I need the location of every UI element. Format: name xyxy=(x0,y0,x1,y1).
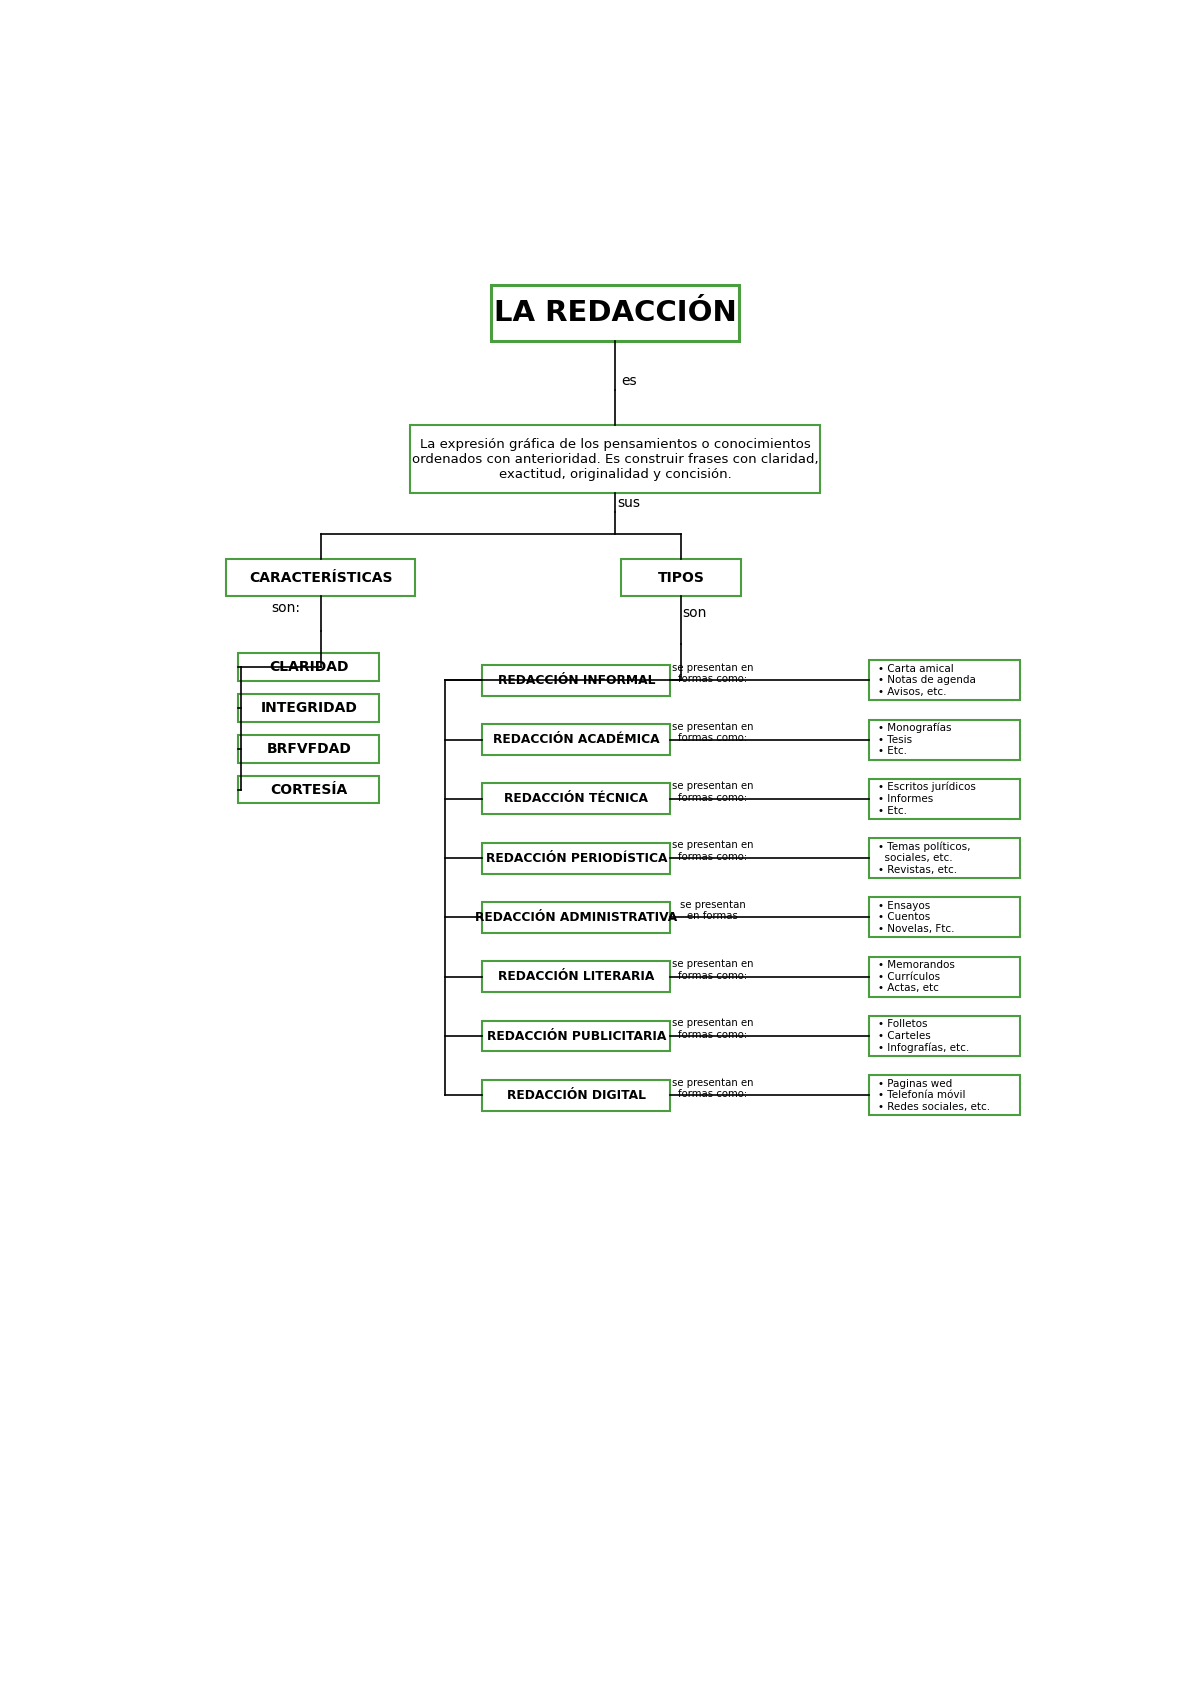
FancyBboxPatch shape xyxy=(482,665,670,696)
Text: • Ensayos
• Cuentos
• Novelas, Ftc.: • Ensayos • Cuentos • Novelas, Ftc. xyxy=(878,901,955,933)
Text: REDACCIÓN ACADÉMICA: REDACCIÓN ACADÉMICA xyxy=(493,733,660,747)
Text: INTEGRIDAD: INTEGRIDAD xyxy=(260,701,358,714)
FancyBboxPatch shape xyxy=(482,1079,670,1112)
FancyBboxPatch shape xyxy=(239,694,379,721)
FancyBboxPatch shape xyxy=(620,560,740,596)
Text: CARACTERÍSTICAS: CARACTERÍSTICAS xyxy=(248,570,392,585)
Text: se presentan en
formas como:: se presentan en formas como: xyxy=(672,662,754,684)
Text: se presentan en
formas como:: se presentan en formas como: xyxy=(672,1018,754,1040)
Text: es: es xyxy=(622,373,637,387)
FancyBboxPatch shape xyxy=(491,285,739,341)
Text: son: son xyxy=(683,606,707,621)
Text: REDACCIÓN PERIODÍSTICA: REDACCIÓN PERIODÍSTICA xyxy=(486,852,667,865)
Text: REDACCIÓN DIGITAL: REDACCIÓN DIGITAL xyxy=(506,1089,646,1101)
FancyBboxPatch shape xyxy=(482,784,670,815)
Text: son:: son: xyxy=(271,601,300,614)
FancyBboxPatch shape xyxy=(482,725,670,755)
Text: TIPOS: TIPOS xyxy=(658,570,704,585)
FancyBboxPatch shape xyxy=(869,779,1020,820)
Text: REDACCIÓN INFORMAL: REDACCIÓN INFORMAL xyxy=(498,674,655,687)
Text: • Paginas wed
• Telefonía móvil
• Redes sociales, etc.: • Paginas wed • Telefonía móvil • Redes … xyxy=(878,1079,990,1112)
FancyBboxPatch shape xyxy=(239,735,379,762)
FancyBboxPatch shape xyxy=(239,776,379,803)
Text: • Memorandos
• Currículos
• Actas, etc: • Memorandos • Currículos • Actas, etc xyxy=(878,961,955,993)
Text: se presentan en
formas como:: se presentan en formas como: xyxy=(672,840,754,862)
FancyBboxPatch shape xyxy=(482,961,670,993)
FancyBboxPatch shape xyxy=(869,720,1020,760)
Text: se presentan en
formas como:: se presentan en formas como: xyxy=(672,781,754,803)
Text: se presentan en
formas como:: se presentan en formas como: xyxy=(672,721,754,743)
Text: • Folletos
• Carteles
• Infografías, etc.: • Folletos • Carteles • Infografías, etc… xyxy=(878,1020,970,1052)
Text: • Escritos jurídicos
• Informes
• Etc.: • Escritos jurídicos • Informes • Etc. xyxy=(878,782,976,816)
FancyBboxPatch shape xyxy=(409,426,821,494)
Text: LA REDACCIÓN: LA REDACCIÓN xyxy=(493,299,737,328)
FancyBboxPatch shape xyxy=(869,957,1020,996)
Text: sus: sus xyxy=(618,496,641,511)
Text: REDACCIÓN LITERARIA: REDACCIÓN LITERARIA xyxy=(498,971,654,983)
Text: BRFVFDAD: BRFVFDAD xyxy=(266,742,352,755)
Text: • Temas políticos,
  sociales, etc.
• Revistas, etc.: • Temas políticos, sociales, etc. • Revi… xyxy=(878,842,971,876)
FancyBboxPatch shape xyxy=(869,660,1020,701)
Text: REDACCIÓN PUBLICITARIA: REDACCIÓN PUBLICITARIA xyxy=(486,1030,666,1042)
FancyBboxPatch shape xyxy=(869,898,1020,937)
Text: CLARIDAD: CLARIDAD xyxy=(269,660,349,674)
Text: • Monografías
• Tesis
• Etc.: • Monografías • Tesis • Etc. xyxy=(878,723,952,757)
FancyBboxPatch shape xyxy=(869,838,1020,877)
FancyBboxPatch shape xyxy=(869,1017,1020,1056)
Text: se presentan en
formas como:: se presentan en formas como: xyxy=(672,1078,754,1100)
FancyBboxPatch shape xyxy=(482,843,670,874)
Text: CORTESÍA: CORTESÍA xyxy=(270,782,348,796)
Text: REDACCIÓN ADMINISTRATIVA: REDACCIÓN ADMINISTRATIVA xyxy=(475,911,677,923)
FancyBboxPatch shape xyxy=(869,1076,1020,1115)
FancyBboxPatch shape xyxy=(239,653,379,680)
Text: se presentan
en formas: se presentan en formas xyxy=(679,899,745,921)
Text: • Carta amical
• Notas de agenda
• Avisos, etc.: • Carta amical • Notas de agenda • Aviso… xyxy=(878,664,976,697)
Text: REDACCIÓN TÉCNICA: REDACCIÓN TÉCNICA xyxy=(504,792,648,806)
FancyBboxPatch shape xyxy=(226,560,415,596)
FancyBboxPatch shape xyxy=(482,1020,670,1052)
Text: La expresión gráfica de los pensamientos o conocimientos
ordenados con anteriori: La expresión gráfica de los pensamientos… xyxy=(412,438,818,480)
Text: se presentan en
formas como:: se presentan en formas como: xyxy=(672,959,754,981)
FancyBboxPatch shape xyxy=(482,903,670,933)
